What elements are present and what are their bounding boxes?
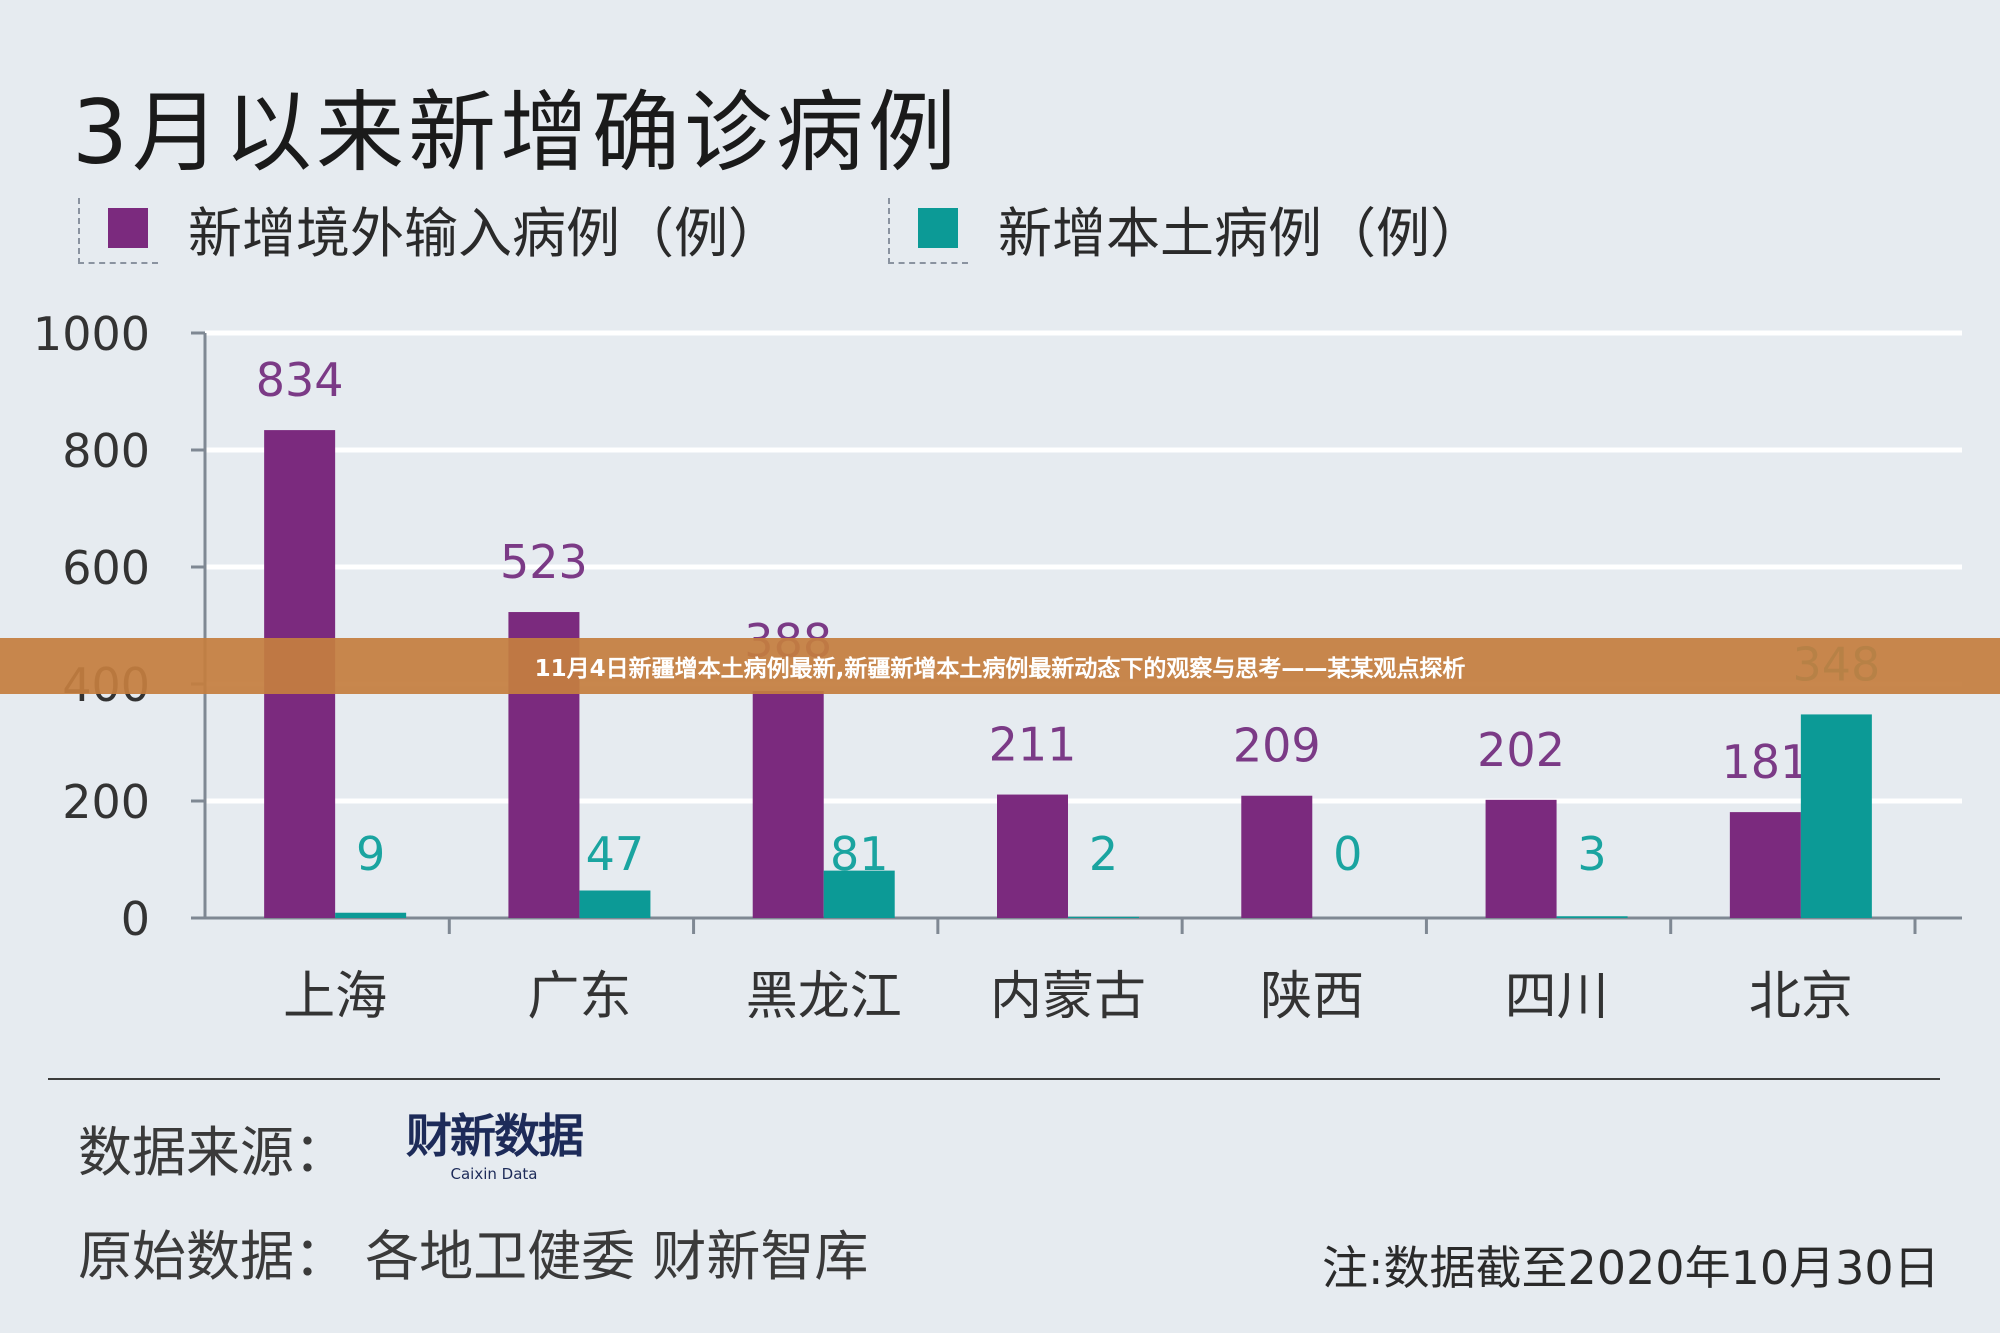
caixin-data-logo: 财新数据 Caixin Data — [406, 1108, 584, 1183]
data-source: 数据来源： 财新数据 Caixin Data — [78, 1108, 584, 1187]
x-tick-label: 四川 — [1505, 967, 1609, 1027]
source-label: 数据来源： — [78, 1121, 348, 1184]
bar-imported — [1729, 812, 1801, 918]
x-tick-label: 陕西 — [1260, 967, 1364, 1027]
y-tick-label: 800 — [62, 424, 150, 478]
legend-label-local: 新增本土病例（例） — [998, 201, 1484, 265]
y-tick-label: 600 — [62, 541, 150, 595]
bar-imported — [752, 691, 824, 918]
x-tick-label: 内蒙古 — [990, 967, 1146, 1027]
y-tick-label: 1000 — [33, 307, 150, 361]
original-data-line: 原始数据： 各地卫健委 财新智库 — [78, 1225, 869, 1288]
data-label: 181 — [1721, 735, 1809, 789]
bar-local — [823, 870, 895, 918]
legend-frame — [78, 198, 158, 264]
data-label: 523 — [500, 535, 588, 589]
legend-label-imported: 新增境外输入病例（例） — [188, 201, 782, 265]
x-tick-label: 上海 — [283, 967, 387, 1027]
data-label: 211 — [989, 718, 1077, 772]
bar-imported — [1241, 795, 1313, 918]
legend-frame — [888, 198, 968, 264]
data-label: 3 — [1577, 827, 1606, 881]
y-tick-label: 0 — [121, 892, 150, 946]
data-label: 2 — [1089, 827, 1118, 881]
headline-text: 11月4日新疆增本土病例最新,新疆新增本土病例最新动态下的观察与思考——某某观点… — [534, 656, 1466, 682]
bar-imported — [997, 794, 1068, 918]
separator-line — [48, 1078, 1940, 1080]
data-label: 47 — [586, 827, 645, 881]
data-label: 834 — [256, 353, 344, 407]
x-tick-label: 广东 — [527, 967, 631, 1027]
logo-text: 财新数据 — [406, 1108, 584, 1163]
chart-title: 3月以来新增确诊病例 — [72, 81, 960, 184]
data-label: 202 — [1477, 723, 1565, 777]
bar-local — [579, 890, 651, 918]
data-label: 9 — [356, 827, 385, 881]
legend-swatch-imported — [108, 208, 148, 248]
x-tick-label: 北京 — [1749, 967, 1853, 1027]
x-tick-label: 黑龙江 — [746, 967, 902, 1027]
legend-item-local: 新增本土病例（例） — [888, 192, 1484, 265]
headline-banner: 11月4日新疆增本土病例最新,新疆新增本土病例最新动态下的观察与思考——某某观点… — [0, 638, 2000, 694]
bar-local — [1068, 916, 1139, 918]
bar-local — [335, 912, 407, 918]
logo-subtext: Caixin Data — [450, 1164, 538, 1183]
bar-local — [1800, 714, 1872, 918]
y-tick-label: 200 — [62, 775, 150, 829]
bar-local — [1556, 916, 1628, 918]
data-label: 81 — [830, 827, 889, 881]
data-label: 0 — [1333, 827, 1362, 881]
bar-chart: 020040060080010008349上海52347广东38881黑龙江21… — [33, 307, 1962, 1027]
date-note: 注:数据截至2020年10月30日 — [1322, 1241, 1940, 1295]
legend-swatch-local — [918, 208, 958, 248]
bar-imported — [1485, 799, 1557, 918]
legend-item-imported: 新增境外输入病例（例） — [78, 192, 782, 265]
data-label: 209 — [1233, 719, 1321, 773]
